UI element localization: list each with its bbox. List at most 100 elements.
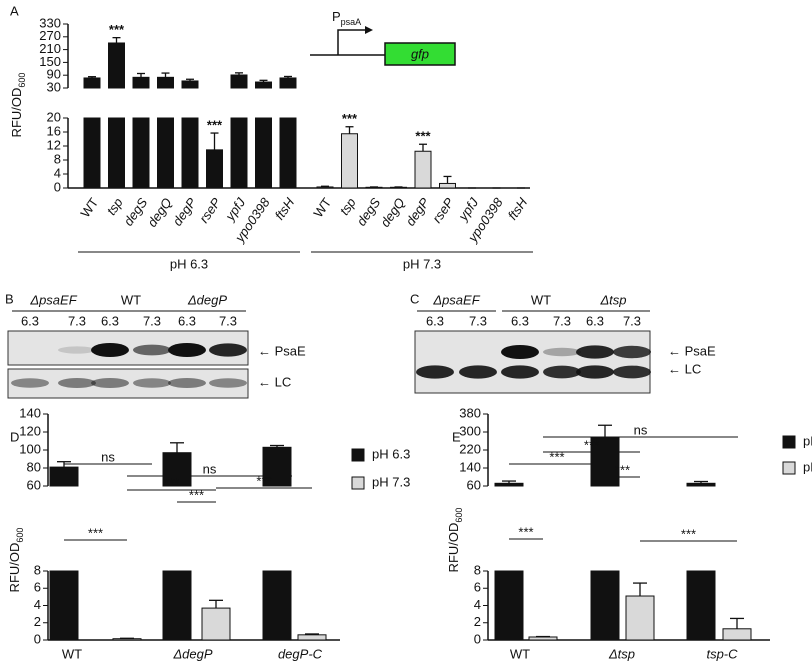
bar [108,42,125,89]
blot-band [209,378,247,388]
bar [157,76,174,89]
bar [108,117,125,189]
comparison-label: *** [88,525,103,540]
y-tick-label: 0 [54,179,61,194]
significance: *** [109,22,125,37]
blot-band [133,344,171,356]
promoter-arrow [337,29,365,55]
legend-swatch [782,461,796,475]
y-tick-label: 60 [467,477,481,492]
y-tick-label: 2 [34,614,41,629]
comparison-label: *** [189,487,204,502]
x-tick-label: degP [170,195,200,229]
bar [316,186,334,189]
lane-label: 7.3 [469,313,487,328]
comparison-label: ns [101,449,115,464]
arrow-head [365,26,373,34]
x-tick-label: degP [403,195,433,229]
comparison-label: *** [549,449,564,464]
y-tick-label: 140 [459,459,481,474]
bar [162,570,192,641]
lane-label: 7.3 [623,313,641,328]
bar [279,77,297,89]
x-tick-label: WT [310,195,334,220]
bar [494,482,524,487]
bar [722,628,752,641]
bar [255,117,272,189]
comparison-label: *** [681,526,696,541]
bar [132,76,150,89]
x-tick-label: Δtsp [608,646,635,661]
blot-band [168,378,206,388]
y-axis-label-main: RFU/OD [9,88,24,138]
x-tick-label: tsp-C [706,646,738,661]
blot-band [613,365,651,379]
lane-label: 7.3 [219,313,237,328]
x-tick-label: tsp [104,195,126,218]
y-tick-label: 120 [19,423,41,438]
blot-band [501,345,539,359]
bar [686,570,716,641]
blot-band [459,365,497,379]
y-tick-label: 270 [39,28,61,43]
y-axis-label: RFU/OD600 [7,528,25,593]
lane-label: 7.3 [143,313,161,328]
bar [528,636,558,641]
bar [255,81,272,89]
y-tick-label: 90 [47,67,61,82]
blot-band [58,346,96,354]
gene-box [384,42,456,66]
y-tick-label: 20 [47,109,61,124]
blot-band [613,345,651,359]
bar [206,149,223,189]
legend-label: pH 7.3 [803,459,812,474]
blot-band [58,378,96,388]
x-tick-label: rseP [196,195,224,226]
blot-band [501,365,539,379]
x-tick-label: ftsH [272,195,298,223]
blot-band [11,378,49,388]
x-tick-label: ΔdegP [172,646,212,661]
significance: *** [415,129,431,144]
bar [157,117,174,189]
y-tick-label: 12 [47,137,61,152]
promoter-label: PpsaA [332,9,361,27]
x-tick-label: tsp [337,195,359,218]
blot-band [91,378,129,388]
bar [414,150,432,189]
legend-swatch [782,435,796,449]
bar [625,595,655,641]
group-label: ΔdegP [187,292,227,307]
blot-band [576,345,614,359]
promoter-label-main: P [332,9,341,24]
x-tick-label: WT [62,646,82,661]
y-tick-label: 80 [27,459,41,474]
y-tick-label: 380 [459,405,481,420]
y-axis-label-sub: 600 [15,528,25,543]
bar [83,77,101,89]
band-label: ← PsaE [258,343,306,358]
y-tick-label: 4 [34,597,41,612]
x-tick-label: degQ [144,195,175,230]
gene-label: gfp [411,46,429,61]
y-tick-label: 8 [474,562,481,577]
y-axis-label-main: RFU/OD [446,523,461,573]
lane-label: 6.3 [586,313,604,328]
y-tick-label: 60 [27,477,41,492]
promoter-label-sub: psaA [341,17,362,27]
x-tick-label: degQ [377,195,408,230]
bar [49,570,79,641]
bar [132,117,150,189]
lane-label: 6.3 [21,313,39,328]
y-tick-label: 6 [474,580,481,595]
bar [181,117,199,189]
y-tick-label: 330 [39,15,61,30]
group-label: WT [531,292,551,307]
y-tick-label: 16 [47,123,61,138]
bar [279,117,297,189]
comparison-label: ns [634,422,648,437]
x-tick-label: rseP [429,195,457,226]
x-tick-label: ftsH [505,195,531,223]
y-tick-label: 220 [459,441,481,456]
